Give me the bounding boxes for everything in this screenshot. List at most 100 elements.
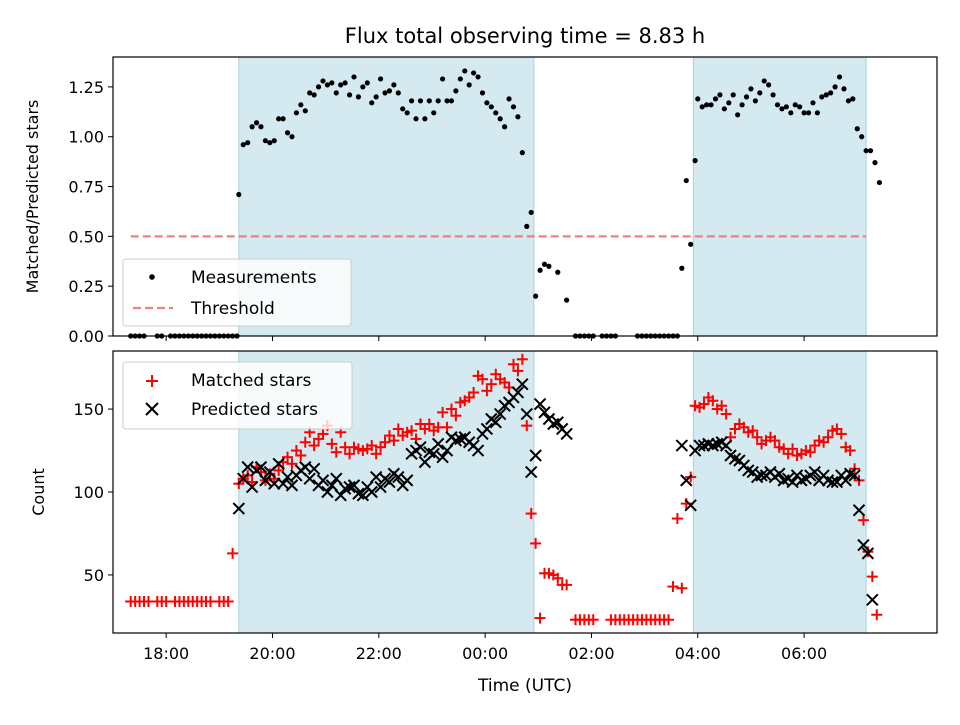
legend-measurements-label: Measurements bbox=[191, 268, 317, 288]
measurement-point bbox=[555, 269, 561, 275]
predicted-stars-point bbox=[303, 472, 316, 485]
measurement-point bbox=[342, 80, 348, 86]
y-tick-label: 0.00 bbox=[68, 327, 104, 346]
matched-stars-point bbox=[720, 408, 732, 420]
measurement-point bbox=[717, 92, 723, 98]
legend-measurements-marker bbox=[149, 274, 155, 280]
predicted-stars-point bbox=[493, 407, 507, 421]
measurement-point bbox=[850, 96, 856, 102]
count-panel: 50 100 150 18:00 20:00 22:00 00:00 02:00 04:00 0… bbox=[29, 350, 938, 663]
measurement-point bbox=[400, 106, 406, 112]
predicted-stars-point bbox=[551, 416, 564, 429]
measurement-point bbox=[413, 116, 419, 122]
measurement-point bbox=[699, 104, 705, 110]
measurement-point bbox=[236, 191, 242, 198]
y-tick-label: 100 bbox=[73, 483, 104, 502]
matched-stars-point bbox=[787, 443, 799, 455]
legend-threshold-label: Threshold bbox=[190, 299, 275, 319]
measurement-point bbox=[448, 98, 455, 104]
y-tick-label: 1.25 bbox=[68, 78, 104, 97]
predicted-stars-point bbox=[773, 467, 786, 480]
measurement-point bbox=[329, 80, 335, 86]
measurement-point bbox=[854, 126, 860, 132]
y-tick-label: 0.25 bbox=[68, 277, 104, 296]
measurement-point bbox=[249, 124, 255, 130]
matched-stars-point bbox=[866, 571, 878, 583]
measurement-point bbox=[515, 114, 521, 120]
matched-stars-point bbox=[561, 579, 573, 591]
matched-stars-point bbox=[481, 385, 493, 397]
predicted-stars-point bbox=[383, 475, 396, 489]
measurement-point bbox=[320, 78, 326, 84]
legend-predicted-marker bbox=[145, 402, 159, 416]
ratio-panel-y-axis-label: Matched/Predicted stars bbox=[23, 100, 42, 294]
measurement-point bbox=[528, 209, 534, 216]
matched-stars-point bbox=[676, 582, 688, 594]
predicted-stars-point bbox=[321, 485, 334, 499]
count-panel-y-axis-label: Count bbox=[29, 468, 48, 516]
measurement-point bbox=[819, 94, 825, 100]
measurement-point bbox=[564, 297, 570, 303]
matched-stars-point bbox=[835, 428, 847, 440]
ratio-panel-legend: Measurements Threshold bbox=[122, 258, 352, 327]
matched-stars-point bbox=[871, 609, 883, 621]
x-tick-label: 18:00 bbox=[143, 644, 189, 663]
predicted-stars-point bbox=[524, 465, 538, 479]
measurement-point bbox=[284, 130, 291, 136]
measurement-point bbox=[743, 94, 750, 100]
measurement-point bbox=[836, 74, 843, 80]
matched-stars-point bbox=[552, 572, 564, 584]
measurement-point bbox=[346, 92, 353, 98]
measurement-point bbox=[293, 110, 300, 116]
predicted-stars-point bbox=[374, 480, 387, 494]
matched-stars-point bbox=[388, 435, 400, 447]
measurement-point bbox=[408, 98, 415, 104]
measurement-point bbox=[537, 267, 543, 273]
predicted-stars-point bbox=[365, 485, 378, 499]
predicted-stars-point bbox=[808, 465, 821, 479]
predicted-stars-point bbox=[392, 470, 405, 484]
matched-stars-point bbox=[437, 406, 449, 418]
matched-stars-point bbox=[525, 508, 537, 520]
matched-stars-point bbox=[485, 378, 497, 390]
x-axis-label: Time (UTC) bbox=[477, 676, 572, 696]
measurement-point bbox=[692, 158, 698, 164]
count-panel-legend-box bbox=[122, 361, 353, 430]
measurement-point bbox=[431, 110, 437, 116]
predicted-stars-point bbox=[511, 386, 525, 399]
matched-stars-point bbox=[844, 445, 856, 457]
predicted-stars-point bbox=[414, 441, 427, 454]
measurement-point bbox=[801, 110, 807, 116]
legend-matched-label: Matched stars bbox=[191, 371, 311, 391]
matched-stars-point bbox=[476, 373, 488, 385]
y-tick-label: 1.00 bbox=[68, 128, 104, 147]
measurement-point bbox=[435, 98, 441, 104]
matched-stars-point bbox=[423, 418, 435, 430]
predicted-stars-point bbox=[259, 474, 272, 487]
predicted-stars-point bbox=[330, 472, 343, 485]
matched-stars-point bbox=[671, 513, 683, 525]
measurement-point bbox=[377, 76, 384, 82]
matched-stars-point bbox=[507, 358, 519, 370]
measurement-point bbox=[253, 120, 260, 126]
measurement-point bbox=[369, 100, 375, 106]
measurement-point bbox=[876, 179, 883, 186]
measurement-point bbox=[453, 88, 459, 94]
measurement-point bbox=[240, 142, 246, 148]
matched-stars-point bbox=[804, 446, 816, 458]
y-tick-label: 50 bbox=[84, 566, 104, 585]
measurement-point bbox=[307, 90, 313, 96]
matched-stars-point bbox=[468, 386, 480, 398]
measurement-point bbox=[788, 110, 794, 116]
matched-stars-point bbox=[707, 395, 719, 407]
measurement-point bbox=[735, 112, 741, 118]
measurement-point bbox=[351, 74, 357, 80]
matched-stars-point bbox=[326, 438, 338, 450]
predicted-stars-point bbox=[684, 499, 697, 512]
measurement-point bbox=[730, 92, 736, 98]
predicted-stars-point bbox=[680, 474, 693, 487]
predicted-stars-point bbox=[356, 489, 370, 502]
measurement-point bbox=[541, 261, 548, 267]
matched-stars-point bbox=[344, 448, 356, 460]
